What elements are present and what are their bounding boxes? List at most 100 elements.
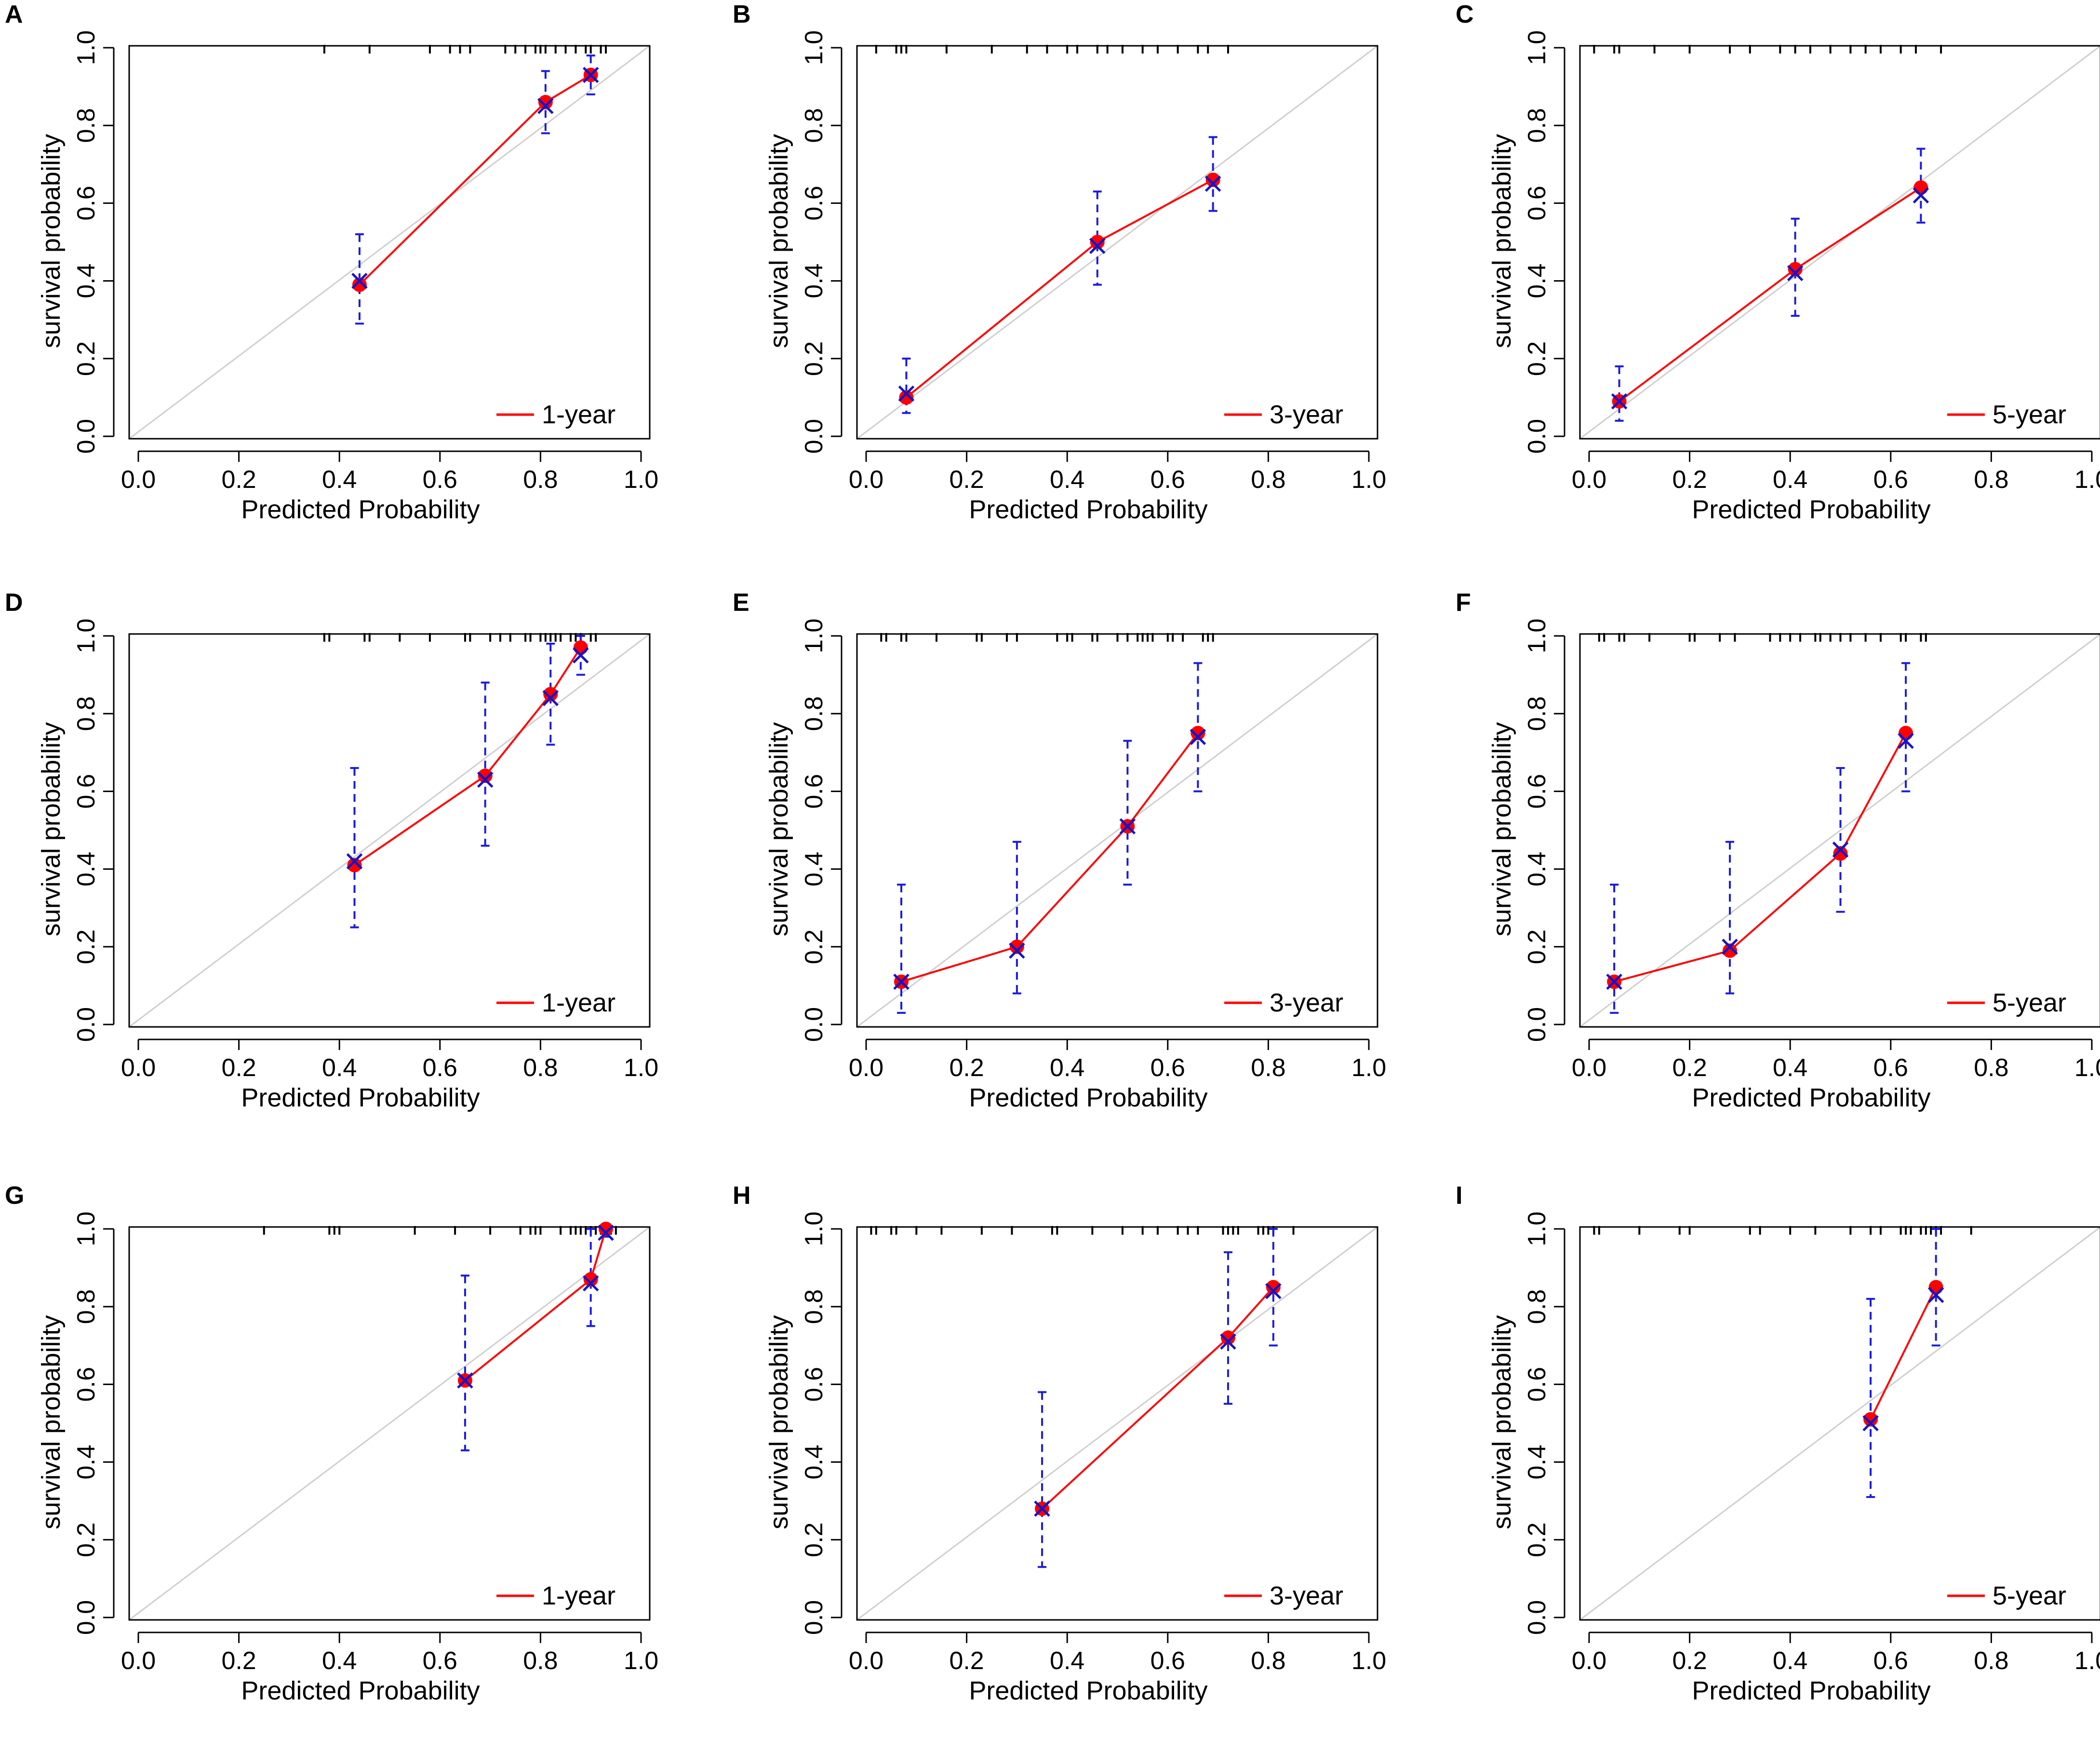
x-tick-label: 0.0 — [121, 1647, 156, 1675]
y-tick-label: 0.8 — [72, 696, 100, 731]
calibration-line — [1870, 1287, 1937, 1420]
observed-x-marker — [1089, 238, 1106, 254]
y-tick-label: 0.2 — [72, 930, 100, 964]
y-tick-label: 0.6 — [1523, 774, 1551, 809]
calibration-point — [1913, 180, 1928, 195]
x-tick-label: 0.4 — [322, 466, 357, 494]
x-tick-label: 0.6 — [1873, 1647, 1908, 1675]
ideal-diagonal-line — [856, 45, 1378, 440]
observed-x-marker — [1204, 175, 1221, 192]
ideal-diagonal-line — [1579, 633, 2100, 1028]
y-tick-label: 1.0 — [72, 1212, 100, 1246]
panel-letter: E — [733, 589, 749, 617]
y-axis-label: survival probability — [1487, 722, 1516, 936]
calibration-point — [543, 687, 558, 701]
x-tick-label: 0.8 — [1251, 1647, 1285, 1675]
plot-frame — [128, 633, 651, 1028]
observed-x-marker — [1265, 1283, 1282, 1299]
observed-x-marker — [542, 690, 559, 706]
x-marker-stroke — [1787, 265, 1804, 282]
y-tick-label: 0.2 — [1523, 1523, 1551, 1557]
ideal-diagonal-line — [1579, 45, 2100, 440]
observed-x-marker — [598, 1225, 614, 1241]
y-tick-label: 0.2 — [800, 930, 828, 964]
y-tick-label: 0.2 — [72, 1523, 100, 1557]
calibration-panel-f: F 0.0 0.2 0.4 0.6 0.8 1.0 Predicted Probability… — [1451, 588, 2100, 1159]
observed-x-marker — [898, 385, 915, 402]
x-marker-stroke — [1913, 187, 1929, 204]
x-axis-label: Predicted Probability — [1692, 1676, 1930, 1705]
x-marker-stroke — [598, 1225, 614, 1241]
y-tick-label: 0.6 — [800, 774, 828, 809]
x-marker-stroke — [346, 853, 363, 870]
x-tick-label: 0.4 — [322, 1054, 357, 1082]
ideal-diagonal-line — [129, 1226, 650, 1621]
x-tick-label: 0.4 — [1773, 1054, 1807, 1082]
observed-x-marker — [1190, 728, 1206, 745]
y-tick-label: 0.6 — [72, 186, 100, 220]
y-axis-label: survival probability — [37, 1315, 66, 1529]
y-tick-label: 0.8 — [1523, 1289, 1551, 1324]
ideal-diagonal-line — [856, 633, 1378, 1028]
x-marker-stroke — [542, 690, 559, 706]
x-tick-label: 0.6 — [1150, 1054, 1185, 1082]
x-axis-label: Predicted Probability — [1692, 1083, 1930, 1112]
x-axis-label: Predicted Probability — [969, 495, 1207, 524]
y-tick-label: 0.2 — [72, 341, 100, 376]
observed-x-marker — [1862, 1415, 1879, 1431]
y-tick-label: 1.0 — [72, 619, 100, 653]
ideal-diagonal-line — [129, 45, 650, 440]
observed-x-marker — [582, 1275, 599, 1292]
x-tick-label: 0.8 — [1974, 1054, 2008, 1082]
x-marker-stroke — [477, 771, 494, 788]
y-tick-label: 0.6 — [72, 1367, 100, 1402]
calibration-point — [1833, 846, 1848, 861]
x-tick-label: 0.6 — [423, 1647, 457, 1675]
observed-x-marker — [1913, 187, 1929, 204]
y-tick-label: 0.6 — [72, 774, 100, 809]
y-tick-label: 0.6 — [800, 186, 828, 220]
plot-frame — [856, 45, 1378, 440]
y-tick-label: 0.0 — [800, 419, 828, 454]
panel-letter: G — [5, 1182, 25, 1210]
x-marker-stroke — [1220, 1333, 1236, 1350]
calibration-point — [347, 858, 362, 873]
x-marker-stroke — [1722, 939, 1738, 955]
y-tick-label: 0.6 — [800, 1367, 828, 1402]
y-axis-label: survival probability — [37, 134, 66, 348]
y-tick-label: 0.4 — [800, 1444, 828, 1479]
observed-x-marker — [1220, 1333, 1236, 1350]
x-tick-label: 0.4 — [322, 1647, 357, 1675]
calibration-point — [1788, 262, 1803, 277]
y-tick-label: 1.0 — [800, 619, 828, 653]
y-axis-label: survival probability — [764, 1315, 793, 1529]
x-tick-label: 1.0 — [2074, 466, 2100, 494]
plot-frame — [1579, 45, 2100, 440]
x-tick-label: 1.0 — [624, 1054, 658, 1082]
x-tick-label: 0.0 — [849, 466, 883, 494]
figure: A 0.0 0.2 0.4 0.6 0.8 1.0 Predicted Probability… — [5, 0, 2100, 1705]
y-tick-label: 0.4 — [800, 263, 828, 298]
x-marker-stroke — [351, 272, 368, 289]
x-axis-label: Predicted Probability — [241, 495, 480, 524]
x-tick-label: 0.0 — [1572, 466, 1606, 494]
x-axis-label: Predicted Probability — [969, 1083, 1207, 1112]
calibration-line — [354, 647, 582, 866]
legend-label: 5-year — [1993, 1581, 2066, 1610]
observed-x-marker — [1119, 818, 1136, 835]
calibration-line — [906, 179, 1214, 398]
legend-label: 1-year — [542, 1581, 615, 1610]
y-tick-label: 0.0 — [800, 1600, 828, 1635]
calibration-line — [1614, 732, 1907, 983]
legend-label: 5-year — [1993, 988, 2066, 1017]
x-tick-label: 0.4 — [1050, 1647, 1084, 1675]
x-tick-label: 0.6 — [423, 1054, 457, 1082]
observed-x-marker — [1009, 943, 1025, 959]
panel-letter: C — [1456, 0, 1474, 28]
y-tick-label: 0.8 — [1523, 108, 1551, 143]
panel-letter: H — [733, 1182, 751, 1210]
x-tick-label: 1.0 — [2074, 1054, 2100, 1082]
